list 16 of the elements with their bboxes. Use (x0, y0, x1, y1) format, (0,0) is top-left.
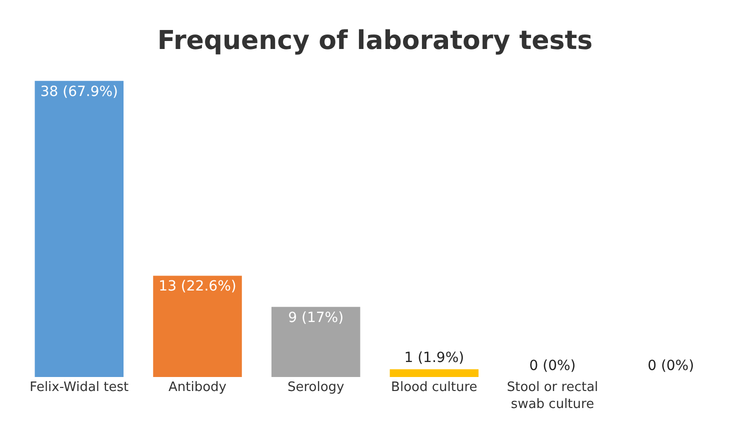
x-tick-label: Serology (287, 380, 345, 395)
data-label: 13 (22.6%) (158, 278, 236, 295)
data-label: 0 (0%) (529, 358, 576, 374)
chart-title: Frequency of laboratory tests (157, 26, 593, 56)
x-tick-label: Felix-Widal test (30, 380, 129, 395)
data-label: 9 (17%) (288, 310, 344, 326)
x-tick-label: Stool or rectal swab culture (506, 380, 598, 412)
data-label: 0 (0%) (648, 358, 694, 374)
bar (153, 276, 242, 377)
x-tick-label: Antibody (168, 380, 227, 395)
bar (390, 369, 479, 377)
x-tick-label: Blood culture (391, 380, 478, 395)
data-label: 38 (67.9%) (40, 84, 118, 100)
bar (34, 80, 124, 377)
data-label: 1 (1.9%) (404, 350, 464, 366)
bar (271, 306, 360, 377)
